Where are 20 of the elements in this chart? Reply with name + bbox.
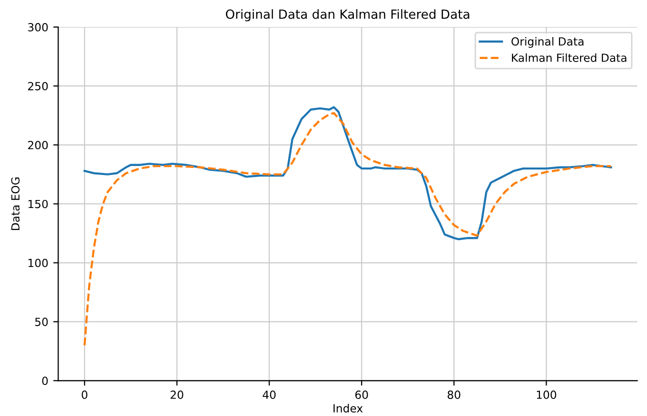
y-tick-label: 0 (42, 376, 48, 386)
y-tick-label: 100 (28, 258, 48, 268)
line-series (84, 112, 612, 346)
y-tick-label: 150 (28, 200, 48, 208)
x-tick-label: 80 (448, 390, 460, 399)
y-tick-label: 200 (28, 140, 48, 150)
x-tick-label: 40 (262, 390, 276, 399)
chart-title: Original Data dan Kalman Filtered Data (226, 9, 470, 22)
x-axis-title: Index (334, 404, 363, 412)
y-axis-title: Data EOG (11, 178, 20, 230)
legend-label: Original Data (512, 37, 584, 48)
y-tick-label: 50 (35, 318, 48, 326)
legend-label: Kalman Filtered Data (512, 53, 626, 62)
x-tick-label: 60 (355, 390, 368, 399)
x-tick-label: 20 (170, 390, 184, 399)
y-tick-label: 250 (28, 82, 48, 90)
y-tick-label: 300 (28, 23, 48, 32)
x-tick-label: 100 (536, 390, 556, 399)
line-series (84, 106, 612, 240)
x-tick-label: 0 (82, 390, 88, 399)
